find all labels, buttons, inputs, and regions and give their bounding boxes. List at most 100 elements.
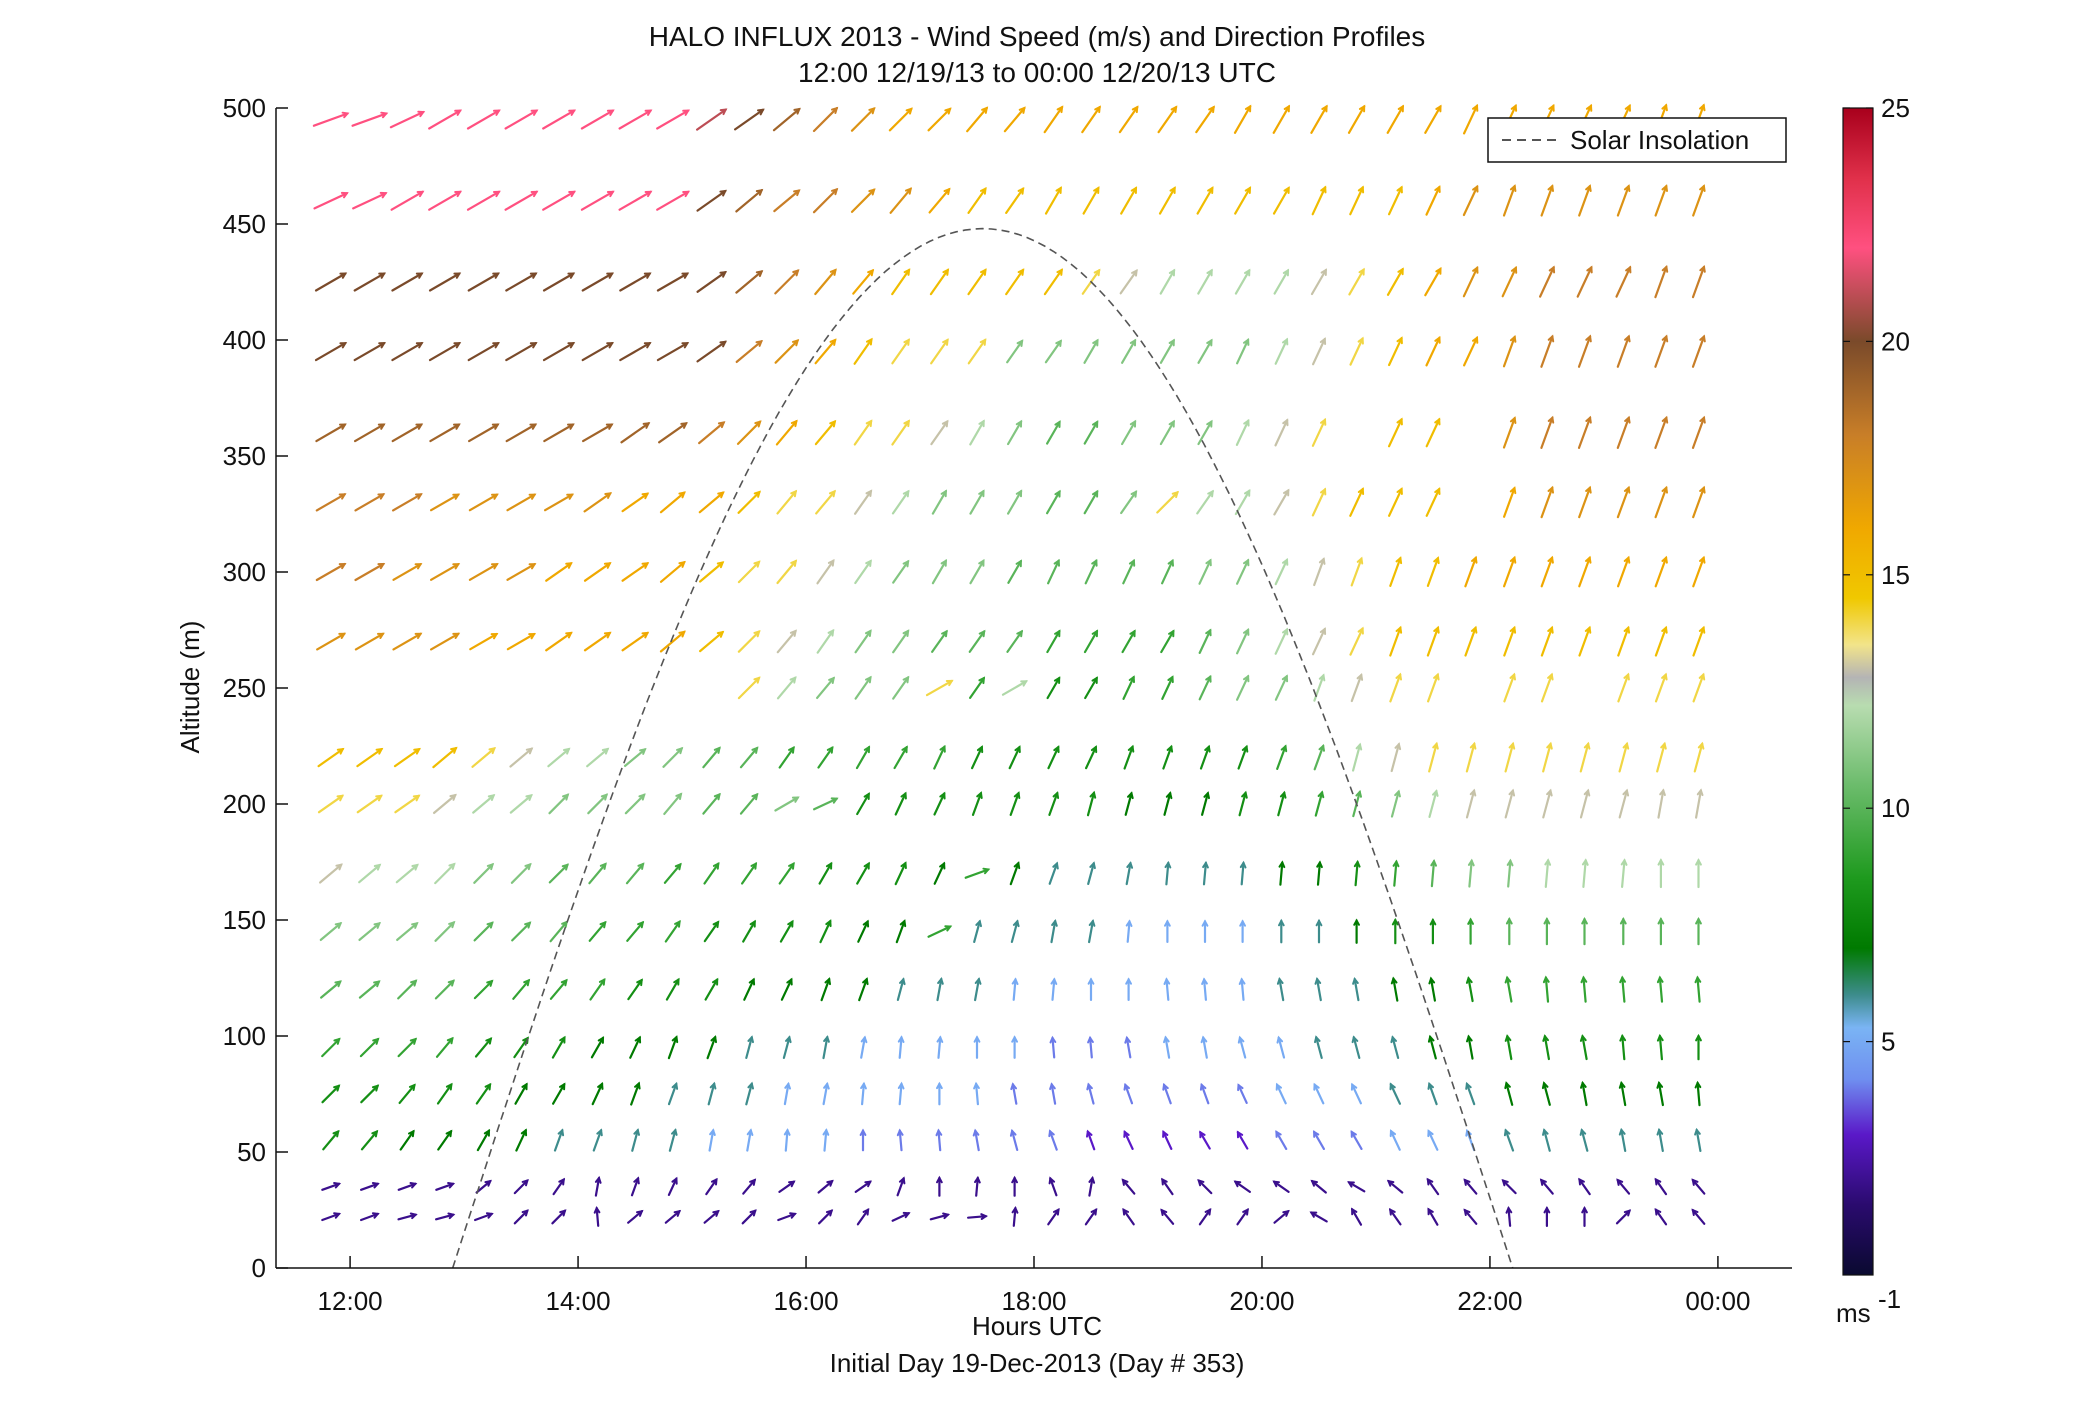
wind-arrow-shaft [1540,416,1554,449]
wind-arrow [856,1208,870,1226]
wind-arrow-shaft [392,493,423,512]
wind-arrow-head [1205,628,1212,637]
wind-arrow [435,1182,456,1191]
wind-arrow-shaft [969,420,985,446]
wind-arrow [1578,555,1592,588]
wind-arrow-shaft [467,342,500,362]
wind-arrow-shaft [358,980,381,999]
wind-arrow-shaft [776,559,797,585]
wind-arrow [974,1175,981,1197]
wind-arrow [703,920,720,943]
wind-arrow-head [1585,103,1593,112]
wind-arrow-shaft [1046,676,1061,700]
wind-arrow-head [1471,555,1478,564]
wind-arrow-head [1055,186,1062,194]
wind-arrow-head [447,1212,456,1220]
wind-arrow [1081,105,1101,134]
wind-arrow-head [1654,1207,1662,1216]
wind-arrow [1082,186,1100,215]
wind-arrow-head [680,422,688,429]
wind-arrow [891,1211,911,1222]
wind-arrow [1504,975,1513,1003]
wind-arrow [746,1128,754,1152]
wind-arrow [856,861,870,885]
wind-arrow-shaft [1696,976,1701,1003]
wind-arrow-head [900,791,907,800]
wind-arrow-shaft [621,562,649,582]
x-tick-label: 14:00 [546,1286,611,1316]
wind-arrow-head [1281,674,1289,683]
wind-arrow [1086,1082,1095,1105]
wind-arrow-head [973,1081,980,1090]
wind-arrow-head [1087,1035,1094,1044]
wind-arrow-shaft [353,342,386,362]
wind-arrow [1350,1082,1363,1105]
wind-arrow [356,794,383,814]
wind-arrow [430,563,461,581]
wind-arrow-head [753,560,761,568]
wind-arrow-shaft [358,863,381,884]
wind-arrow-shaft [1507,1206,1512,1227]
wind-arrow-shaft [891,420,910,446]
wind-arrow [1160,629,1175,654]
wind-arrow-shaft [390,190,424,211]
wind-arrow-head [709,1128,716,1136]
wind-arrow-shaft [1310,105,1328,134]
wind-arrow-head [1206,268,1213,277]
wind-arrow [1001,680,1028,696]
wind-arrow [1656,1080,1665,1107]
wind-arrow-shaft [1238,1036,1247,1059]
wind-arrow-head [830,797,839,804]
wind-arrow-head [1056,105,1064,114]
wind-arrow-shaft [1008,745,1021,770]
wind-arrow-head [486,862,495,871]
wind-arrow-head [334,980,342,988]
wind-arrow-shaft [1349,627,1364,656]
wind-arrow [433,793,457,815]
wind-arrow [1011,977,1019,1001]
wind-arrow [1122,558,1136,585]
wind-arrow [1350,556,1364,587]
wind-arrow-shaft [471,747,496,768]
wind-arrow-head [823,1035,830,1043]
wind-arrow-head [899,977,906,986]
wind-arrow-shaft [581,342,614,362]
wind-arrow [665,977,680,1001]
wind-arrow [1272,186,1290,215]
wind-arrow-head [1547,184,1554,192]
wind-arrow [505,272,538,292]
wind-arrow [1163,1035,1171,1059]
wind-arrow-shaft [1621,1034,1626,1061]
wind-arrow-head [1124,1035,1131,1044]
wind-arrow [1654,264,1669,299]
wind-arrow [1161,675,1174,701]
wind-arrow-head [753,490,761,498]
wind-arrow-head [1244,104,1252,113]
wind-arrow [396,921,419,942]
wind-arrow-head [1091,629,1099,638]
wind-arrow-head [719,189,728,197]
wind-arrow-shaft [1310,1211,1328,1223]
wind-arrow [428,342,462,362]
wind-arrow-head [1205,558,1212,567]
wind-arrow-head [713,792,721,801]
wind-arrow-head [380,111,389,119]
wind-arrow-shaft [1463,1208,1478,1225]
wind-arrow [696,340,728,363]
wind-arrow [1084,745,1098,770]
wind-arrow-shaft [353,272,386,292]
wind-arrow [434,862,456,885]
wind-arrow-shaft [853,420,873,446]
wind-arrow [1465,741,1477,773]
wind-arrow [504,190,539,211]
wind-arrow-head [1319,627,1327,635]
wind-arrow-head [1695,917,1702,925]
colorbar-tick-label: 5 [1881,1027,1895,1057]
wind-arrow-head [1169,186,1176,194]
wind-arrow [1239,860,1247,886]
wind-arrow [505,423,538,443]
wind-arrow [1695,917,1702,946]
wind-arrow-head [1275,1082,1282,1091]
wind-arrow-shaft [1238,791,1247,817]
wind-arrow-head [1320,487,1327,496]
